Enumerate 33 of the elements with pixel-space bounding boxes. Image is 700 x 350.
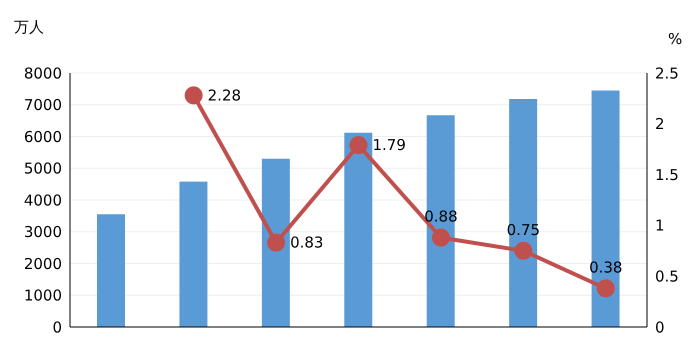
- bar: [97, 214, 125, 327]
- y2-tick-label: 1: [655, 216, 665, 235]
- y-tick-label: 3000: [24, 223, 62, 242]
- bar: [592, 90, 620, 327]
- bar: [179, 182, 208, 327]
- y2-tick-label: 2: [655, 115, 665, 134]
- point: [267, 234, 286, 252]
- y2-tick-label: 2.5: [655, 64, 679, 82]
- y-tick-label: 7000: [24, 96, 62, 114]
- y-tick-label: 6000: [24, 128, 62, 146]
- y2-tick-label: 1.5: [655, 166, 679, 184]
- y-tick-label: 8000: [24, 64, 62, 82]
- y2-tick-label: 0.5: [655, 268, 679, 286]
- bar: [509, 99, 538, 327]
- y-tick-label: 2000: [24, 254, 62, 273]
- point: [432, 228, 450, 247]
- y2-tick-label: 0: [655, 318, 665, 336]
- y-tick-label: 1000: [24, 286, 62, 305]
- bar: [344, 132, 372, 327]
- point: [596, 279, 615, 298]
- y-tick-label: 4000: [24, 191, 62, 210]
- data-label: 0.83: [290, 234, 324, 252]
- bar: [262, 158, 290, 327]
- y-tick-label: 5000: [24, 160, 62, 178]
- point: [514, 242, 532, 260]
- bar: [426, 115, 455, 327]
- data-label: 2.28: [208, 86, 242, 104]
- y2-axis-title: %: [668, 30, 682, 48]
- y-tick-label: 0: [52, 318, 62, 336]
- point: [350, 136, 368, 154]
- data-label: 1.79: [372, 136, 406, 154]
- point: [184, 86, 203, 104]
- y-axis-title: 万人: [14, 18, 44, 37]
